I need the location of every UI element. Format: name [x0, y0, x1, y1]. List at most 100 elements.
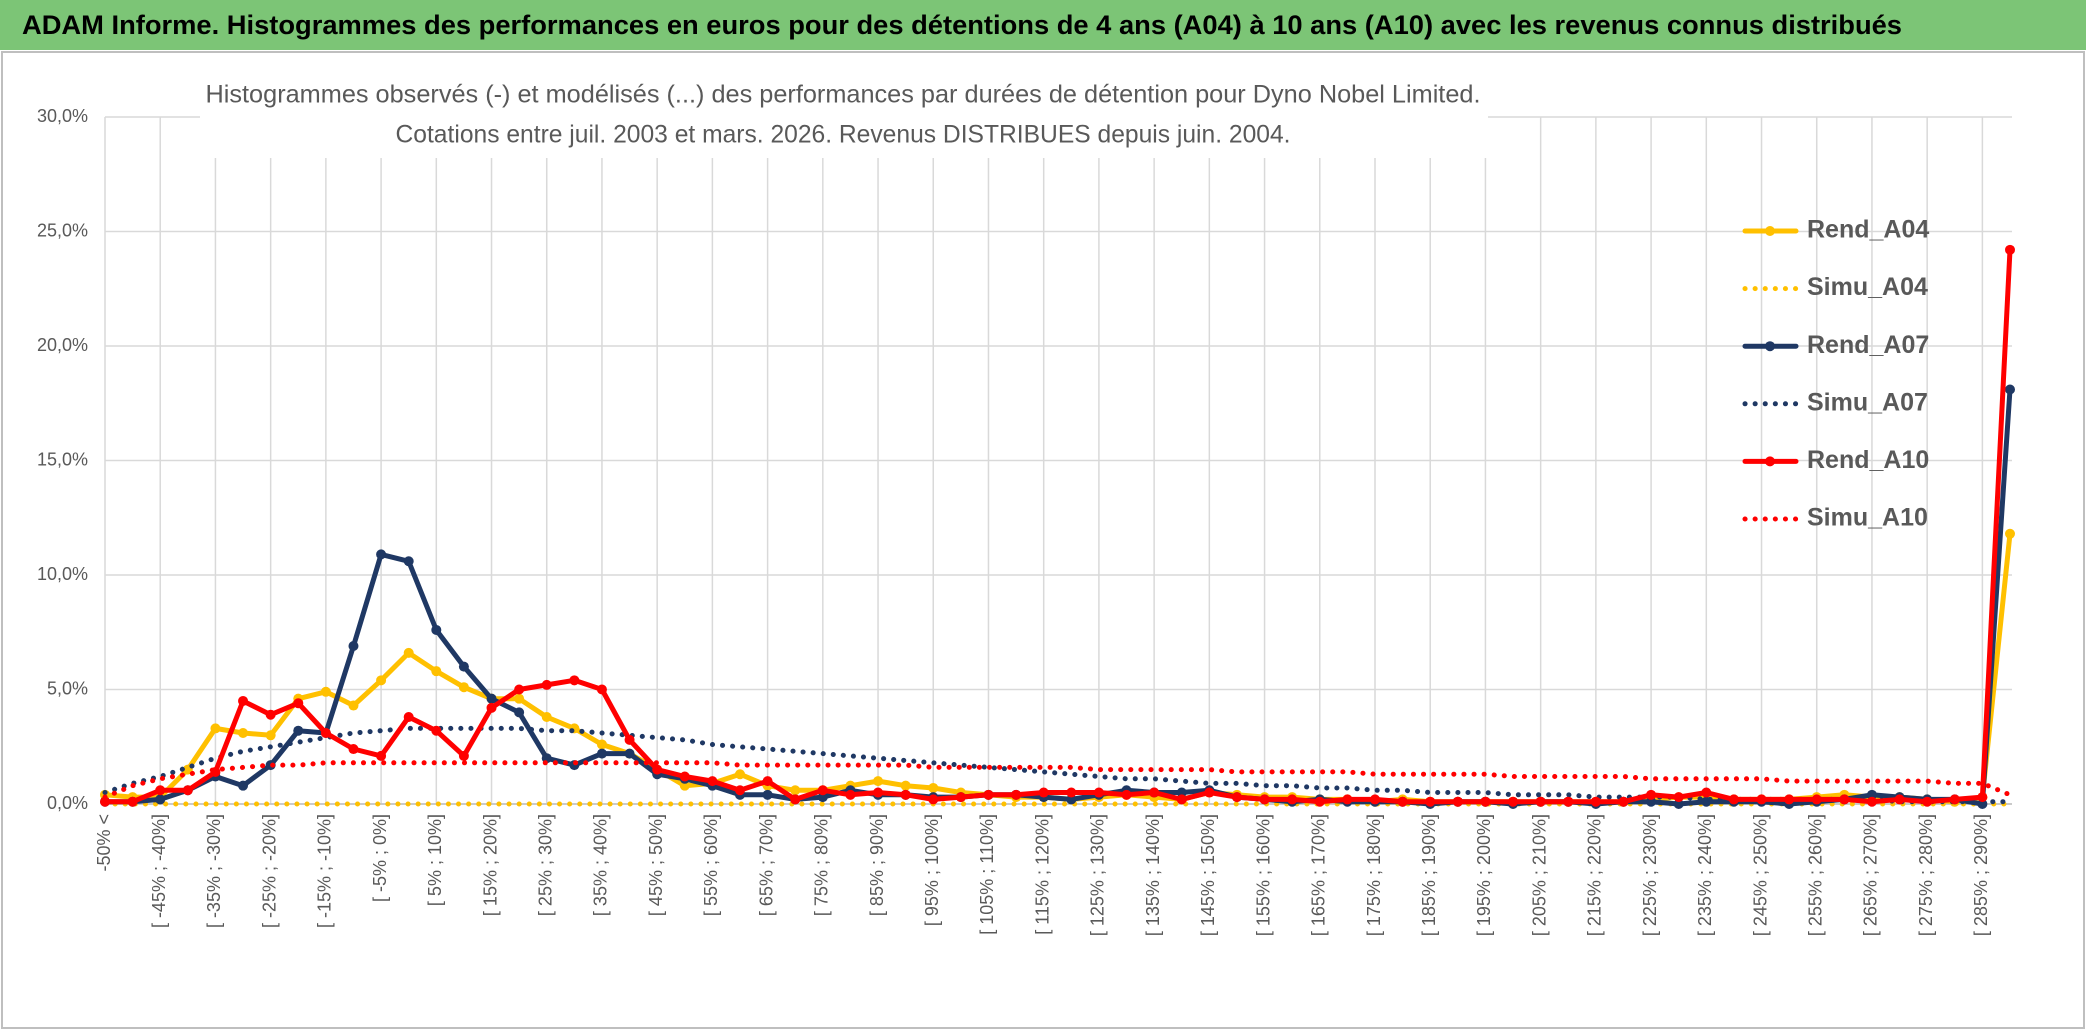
x-tick-label: -50% <	[94, 814, 114, 872]
point	[1508, 796, 1519, 807]
point	[1342, 794, 1353, 805]
point	[238, 728, 249, 739]
observed-line	[102, 247, 2013, 805]
y-tick-label: 5,0%	[47, 678, 88, 698]
point	[1066, 787, 1077, 798]
point	[845, 789, 856, 800]
x-tick-label: [ 215% ; 220%]	[1585, 814, 1605, 936]
point	[127, 796, 138, 807]
point	[293, 725, 304, 736]
x-tick-label: [ 65% ; 70%]	[756, 814, 776, 916]
x-tick-label: [ 285% ; 290%]	[1971, 814, 1991, 936]
point	[873, 787, 884, 798]
x-tick-label: [ 125% ; 130%]	[1088, 814, 1108, 936]
legend-label: Rend_A10	[1807, 446, 1929, 474]
point	[955, 792, 966, 803]
x-tick-label: [ 35% ; 40%]	[591, 814, 611, 916]
legend-label: Simu_A04	[1807, 273, 1928, 301]
point	[735, 785, 745, 796]
point	[624, 748, 635, 759]
x-tick-label: [ 135% ; 140%]	[1143, 814, 1163, 936]
point	[1287, 794, 1298, 805]
x-tick-label: [ 5% ; 10%]	[425, 814, 445, 906]
point	[928, 794, 939, 805]
x-tick-label: [ 275% ; 280%]	[1916, 814, 1936, 936]
x-tick-label: [ 165% ; 170%]	[1309, 814, 1329, 936]
point	[1866, 796, 1877, 807]
legend-label: Rend_A07	[1807, 331, 1929, 359]
point	[817, 785, 828, 796]
point	[238, 780, 249, 791]
x-tick-label: [ -25% ; -20%]	[259, 814, 279, 928]
x-tick-label: [ 95% ; 100%]	[922, 814, 942, 926]
point	[652, 764, 663, 775]
point	[1535, 796, 1546, 807]
x-tick-label: [ 45% ; 50%]	[646, 814, 666, 916]
x-tick-label: [ -45% ; -40%]	[149, 814, 169, 928]
point	[265, 730, 276, 741]
x-tick-label: [ 225% ; 230%]	[1640, 814, 1660, 936]
point	[624, 734, 635, 745]
point	[1618, 796, 1629, 807]
x-tick-label: [ 15% ; 20%]	[480, 814, 500, 916]
point	[928, 782, 939, 793]
point	[348, 744, 359, 755]
y-tick-label: 0,0%	[47, 793, 88, 813]
x-tick-label: [ 155% ; 160%]	[1253, 814, 1273, 936]
point	[1894, 794, 1905, 805]
point	[1977, 792, 1988, 803]
point	[1673, 792, 1684, 803]
point	[541, 679, 552, 690]
y-tick-label: 25,0%	[37, 220, 88, 240]
point	[403, 711, 414, 722]
point	[458, 750, 469, 761]
point	[238, 695, 249, 706]
x-tick-label: [ 255% ; 260%]	[1805, 814, 1825, 936]
x-tick-label: [ 175% ; 180%]	[1364, 814, 1384, 936]
point	[431, 624, 442, 635]
y-tick-label: 30,0%	[37, 106, 88, 126]
point	[458, 661, 469, 672]
point	[1204, 787, 1215, 798]
x-tick-label: [ -35% ; -30%]	[204, 814, 224, 928]
legend-marker	[1765, 226, 1775, 236]
point	[1866, 789, 1877, 800]
legend-label: Rend_A04	[1807, 216, 1929, 244]
point	[293, 698, 304, 709]
x-tick-label: [ 245% ; 250%]	[1750, 814, 1770, 936]
point	[1949, 794, 1960, 805]
point	[679, 771, 690, 782]
point	[182, 785, 193, 796]
x-tick-label: [ 115% ; 120%]	[1032, 814, 1052, 935]
point	[376, 675, 387, 686]
point	[2005, 528, 2015, 539]
header-title: ADAM Informe. Histogrammes des performan…	[22, 10, 1902, 40]
point	[679, 780, 690, 791]
point	[1480, 796, 1491, 807]
header-band	[0, 0, 2086, 50]
point	[348, 640, 359, 651]
point	[265, 709, 276, 720]
point	[458, 682, 469, 693]
point	[1452, 796, 1463, 807]
point	[155, 794, 166, 805]
point	[514, 684, 525, 695]
point	[1038, 787, 1049, 798]
point	[320, 728, 331, 739]
point	[1673, 799, 1684, 809]
title-bg	[200, 76, 1488, 158]
point	[1176, 794, 1187, 805]
point	[735, 769, 745, 780]
point	[541, 711, 552, 722]
point	[514, 693, 525, 704]
point	[1425, 796, 1436, 807]
x-tick-label: [ 105% ; 110%]	[977, 814, 997, 935]
x-tick-label: [ 55% ; 60%]	[701, 814, 721, 916]
point	[762, 789, 773, 800]
point	[1176, 787, 1187, 798]
point	[210, 723, 221, 734]
point	[1370, 794, 1380, 805]
x-tick-label: [ 195% ; 200%]	[1474, 814, 1494, 936]
y-tick-label: 20,0%	[37, 335, 88, 355]
chart-subtitle: Cotations entre juil. 2003 et mars. 2026…	[396, 121, 1291, 149]
